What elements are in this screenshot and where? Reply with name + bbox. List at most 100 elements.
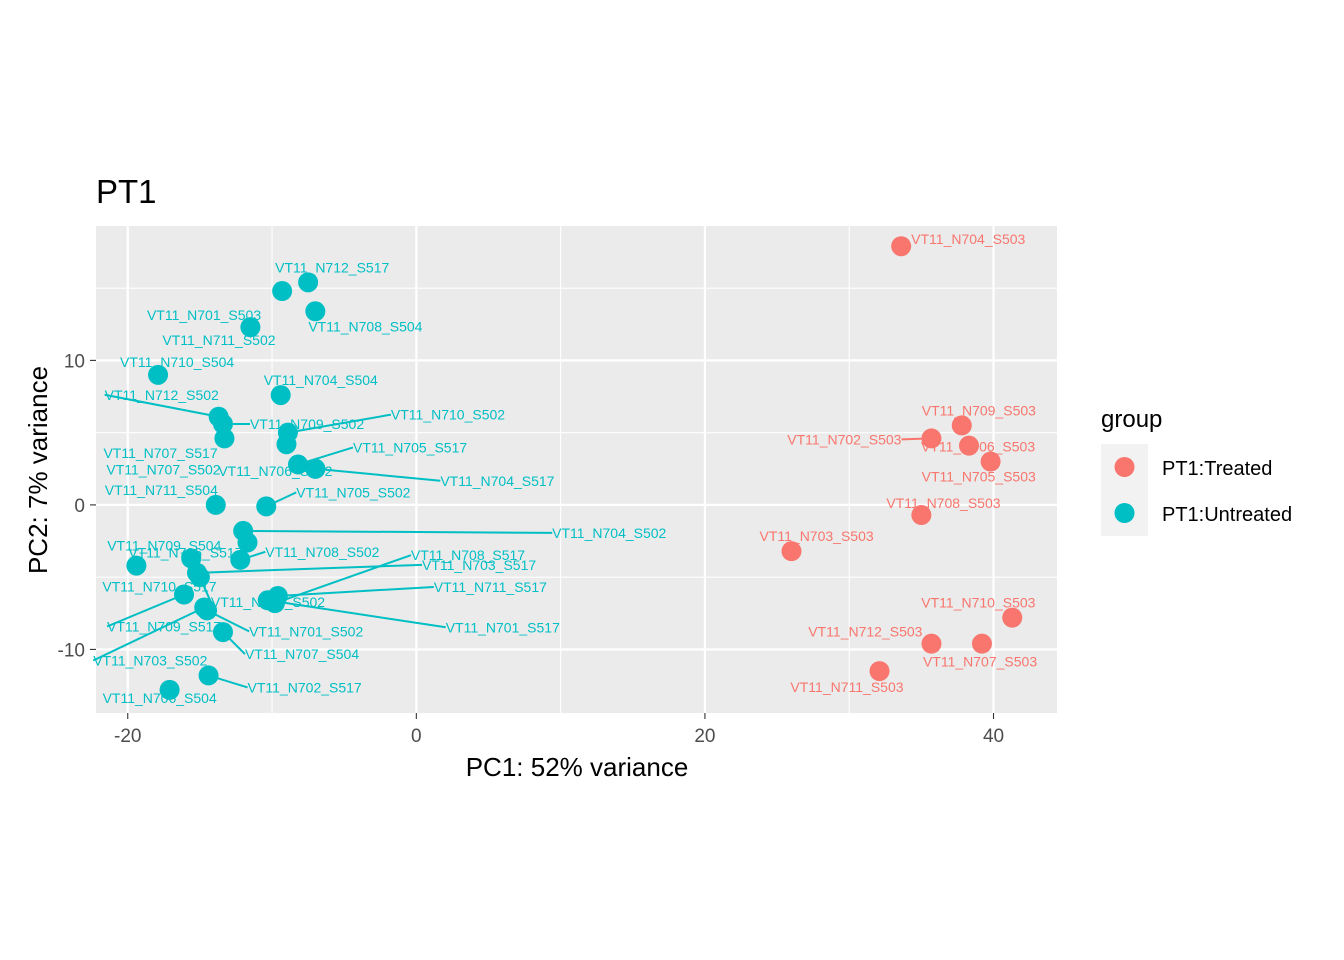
point-treated — [911, 505, 932, 526]
x-tick-label: 20 — [694, 726, 715, 747]
point-untreated — [288, 454, 309, 475]
point-label: VT11_N712_S503 — [808, 624, 922, 640]
point-label: VT11_N705_S502 — [296, 484, 410, 500]
point-label: VT11_N712_S502 — [105, 387, 219, 403]
x-axis-ticks: -20 0 20 40 — [114, 713, 1004, 747]
point-treated — [951, 415, 972, 436]
point-label: VT11_N705_S503 — [922, 469, 1036, 485]
y-tick-label: -10 — [58, 640, 85, 661]
point-untreated — [230, 549, 251, 570]
point-untreated — [276, 434, 297, 455]
point-label: VT11_N704_S503 — [911, 231, 1025, 247]
label-leader-line — [92, 606, 205, 662]
point-untreated — [126, 555, 147, 576]
point-label: VT11_N706_S503 — [921, 439, 1035, 455]
point-label: VT11_N706_S517 — [128, 544, 242, 560]
legend-title: group — [1101, 406, 1162, 433]
point-treated — [971, 633, 992, 654]
label-leader-line — [267, 599, 446, 629]
point-treated — [958, 435, 979, 456]
point-label: VT11_N712_S517 — [275, 259, 389, 275]
point-untreated — [212, 622, 233, 643]
label-leader-line — [274, 554, 412, 605]
point-label: VT11_N710_S503 — [921, 595, 1035, 611]
y-tick-label: 0 — [74, 496, 85, 517]
point-label: VT11_N707_S503 — [923, 654, 1037, 670]
point-label: VT11_N702_S503 — [787, 431, 901, 447]
point-label: VT11_N704_S502 — [552, 525, 666, 541]
legend-label-untreated: PT1:Untreated — [1162, 504, 1292, 526]
point-treated — [891, 236, 912, 257]
point-label: VT11_N702_S502 — [211, 594, 325, 610]
point-label: VT11_N711_S502 — [162, 332, 275, 348]
point-untreated — [198, 665, 219, 686]
point-label: VT11_N701_S502 — [249, 623, 363, 639]
label-leader-line — [315, 467, 441, 482]
point-label: VT11_N701_S517 — [446, 619, 560, 635]
x-axis-title: PC1: 52% variance — [466, 752, 689, 782]
x-tick-label: -20 — [114, 726, 141, 747]
point-untreated — [305, 458, 326, 479]
label-leader-line — [287, 413, 392, 434]
x-tick-label: 40 — [983, 726, 1004, 747]
legend-label-treated: PT1:Treated — [1162, 458, 1272, 480]
point-label: VT11_N708_S517 — [411, 547, 525, 563]
point-label: VT11_N707_S517 — [103, 445, 217, 461]
point-label: VT11_N703_S517 — [422, 557, 536, 573]
point-treated — [980, 451, 1001, 472]
legend: group PT1:Treated PT1:Untreated — [1101, 406, 1292, 536]
point-label: VT11_N709_S517 — [107, 619, 221, 635]
label-leader-line — [243, 529, 553, 534]
point-label: VT11_N711_S504 — [105, 482, 218, 498]
point-label: VT11_N708_S503 — [886, 495, 1000, 511]
point-label: VT11_N709_S503 — [922, 402, 1036, 418]
point-untreated — [214, 428, 235, 449]
point-label: VT11_N702_S517 — [248, 679, 362, 695]
point-untreated — [270, 385, 291, 406]
point-label: VT11_N707_S502 — [106, 461, 220, 477]
point-untreated — [212, 413, 233, 434]
point-untreated — [187, 562, 208, 583]
point-label: VT11_N704_S517 — [440, 473, 554, 489]
point-label: VT11_N710_S517 — [102, 579, 216, 595]
label-leader-line — [106, 593, 185, 628]
point-untreated — [237, 532, 258, 553]
point-label: VT11_N704_S504 — [264, 372, 378, 388]
point-treated — [869, 661, 890, 682]
point-label: VT11_N703_S503 — [759, 528, 873, 544]
point-label: VT11_N710_S502 — [391, 407, 505, 423]
point-label: VT11_N709_S504 — [107, 537, 221, 553]
point-untreated — [264, 593, 285, 614]
point-treated — [921, 428, 942, 449]
data-points — [126, 236, 1023, 700]
point-treated — [781, 541, 802, 562]
legend-key-treated — [1114, 457, 1135, 477]
point-label: VT11_N710_S504 — [120, 354, 234, 370]
x-tick-label: 0 — [411, 726, 422, 747]
point-label: VT11_N706_S504 — [103, 690, 217, 706]
point-label: VT11_N705_S517 — [353, 439, 467, 455]
grid-minor — [96, 226, 1057, 713]
point-untreated — [305, 301, 326, 322]
point-label: VT11_N707_S504 — [245, 646, 359, 662]
y-axis-title: PC2: 7% variance — [23, 366, 53, 574]
chart-title: PT1 — [96, 173, 157, 210]
point-label: VT11_N708_S504 — [308, 318, 422, 334]
label-leader-line — [104, 393, 219, 418]
y-tick-label: 10 — [64, 351, 85, 372]
point-untreated — [205, 494, 226, 515]
point-untreated — [148, 364, 169, 385]
point-treated — [1002, 607, 1023, 628]
plot-panel — [96, 226, 1057, 713]
grid-major — [96, 226, 1057, 713]
point-treated — [921, 633, 942, 654]
legend-key-untreated — [1114, 503, 1135, 523]
point-untreated — [298, 272, 319, 293]
point-label: VT11_N701_S503 — [147, 307, 261, 323]
point-label: VT11_N708_S502 — [265, 544, 379, 560]
point-label: VT11_N706_S502 — [218, 463, 332, 479]
point-label: VT11_N709_S502 — [250, 416, 364, 432]
point-label: VT11_N703_S502 — [93, 653, 207, 669]
label-leader-lines — [92, 393, 932, 689]
